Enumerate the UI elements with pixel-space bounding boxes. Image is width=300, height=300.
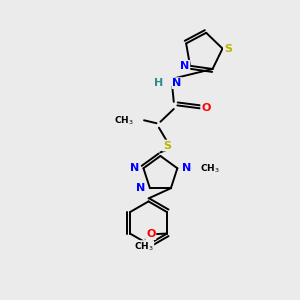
Text: H: H [154, 78, 164, 88]
Text: CH$_3$: CH$_3$ [200, 162, 219, 175]
Text: N: N [180, 61, 189, 71]
Text: O: O [201, 103, 211, 113]
Text: S: S [163, 140, 171, 151]
Text: O: O [146, 229, 155, 239]
Text: N: N [172, 78, 182, 88]
Text: CH$_3$: CH$_3$ [114, 114, 134, 127]
Text: N: N [182, 163, 191, 173]
Text: CH$_3$: CH$_3$ [134, 241, 154, 253]
Text: N: N [130, 163, 139, 173]
Text: S: S [224, 44, 232, 54]
Text: N: N [136, 183, 146, 193]
